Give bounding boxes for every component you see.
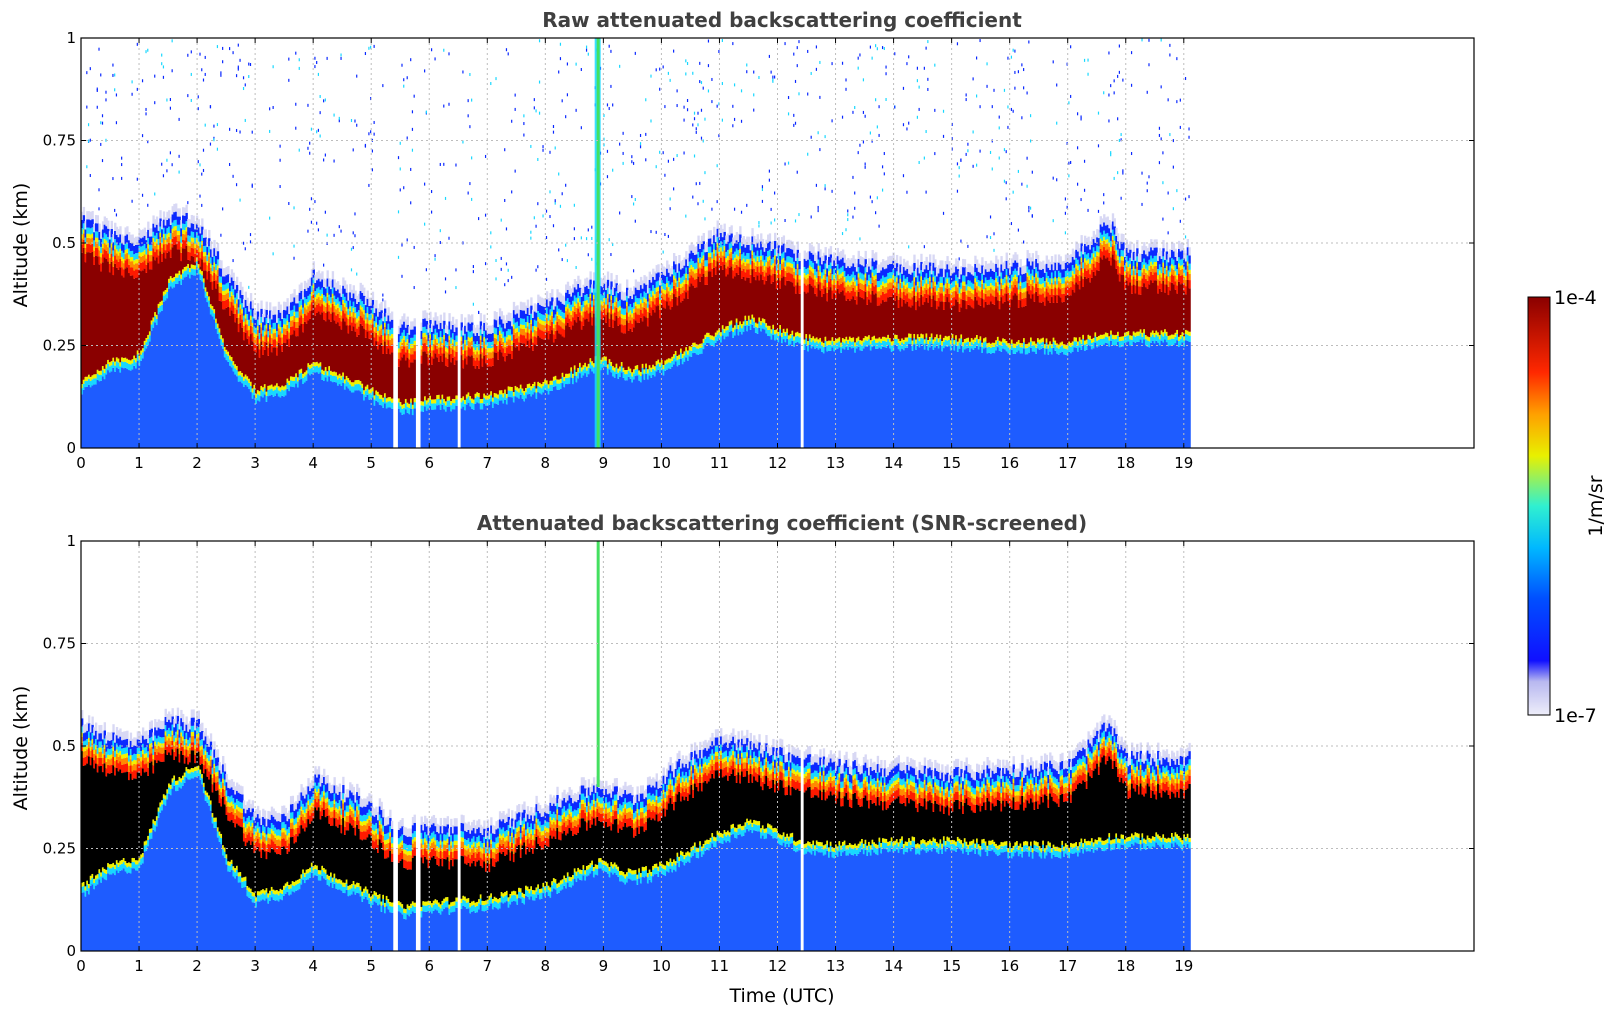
x-tick-label: 15 (942, 454, 961, 472)
colorbar-max-label: 1e-4 (1554, 287, 1597, 309)
y-axis-label: Altitude (km) (10, 686, 32, 811)
x-tick-label: 9 (599, 957, 609, 975)
panel-title: Raw attenuated backscattering coefficien… (542, 8, 1022, 32)
x-tick-label: 6 (424, 957, 434, 975)
x-tick-label: 7 (483, 454, 493, 472)
x-tick-label: 10 (652, 454, 671, 472)
x-tick-label: 13 (826, 454, 845, 472)
x-tick-label: 12 (768, 454, 787, 472)
panel-raw: Raw attenuated backscattering coefficien… (10, 8, 1475, 472)
heatmap-area (81, 541, 1191, 951)
y-tick-label: 0.5 (52, 234, 76, 252)
x-axis-label: Time (UTC) (728, 985, 834, 1007)
x-tick-label: 18 (1116, 957, 1135, 975)
panel-title: Attenuated backscattering coefficient (S… (477, 511, 1087, 535)
x-tick-label: 4 (308, 957, 318, 975)
x-tick-label: 14 (884, 957, 903, 975)
y-tick-label: 0.75 (43, 635, 76, 653)
x-tick-label: 11 (710, 454, 729, 472)
x-tick-label: 19 (1174, 957, 1193, 975)
x-tick-label: 13 (826, 957, 845, 975)
x-tick-label: 16 (1000, 454, 1019, 472)
y-tick-label: 0.5 (52, 737, 76, 755)
x-tick-label: 6 (424, 454, 434, 472)
y-tick-label: 0.25 (43, 337, 76, 355)
x-tick-label: 4 (308, 454, 318, 472)
x-tick-label: 1 (134, 957, 144, 975)
x-tick-label: 9 (599, 454, 609, 472)
colorbar-units-label: 1/m/sr (1585, 475, 1607, 536)
x-ticks: 0 1 2 3 4 5 6 7 8 9 10 11 12 13 14 15 16 17 18 19 (76, 541, 1193, 975)
x-tick-label: 10 (652, 957, 671, 975)
x-tick-label: 17 (1058, 454, 1077, 472)
y-tick-label: 1 (66, 29, 76, 47)
x-tick-label: 14 (884, 454, 903, 472)
x-tick-label: 2 (192, 454, 202, 472)
x-tick-label: 17 (1058, 957, 1077, 975)
x-tick-label: 5 (366, 454, 376, 472)
y-tick-label: 0.75 (43, 132, 76, 150)
gridlines (81, 38, 1474, 448)
colorbar-min-label: 1e-7 (1554, 705, 1597, 727)
x-tick-label: 12 (768, 957, 787, 975)
x-tick-label: 11 (710, 957, 729, 975)
x-tick-label: 2 (192, 957, 202, 975)
x-ticks: 0 1 2 3 4 5 6 7 8 9 10 11 12 13 14 15 16 17 18 19 (76, 38, 1193, 472)
x-tick-label: 8 (541, 957, 551, 975)
x-tick-label: 3 (250, 957, 260, 975)
x-tick-label: 18 (1116, 454, 1135, 472)
colorbar-gradient (1527, 296, 1551, 716)
x-tick-label: 16 (1000, 957, 1019, 975)
x-tick-label: 0 (76, 957, 86, 975)
y-ticks: 0 0.25 0.5 0.75 1 (43, 29, 1474, 457)
x-tick-label: 7 (483, 957, 493, 975)
x-tick-label: 19 (1174, 454, 1193, 472)
x-tick-label: 0 (76, 454, 86, 472)
y-tick-label: 0.25 (43, 840, 76, 858)
y-ticks: 0 0.25 0.5 0.75 1 (43, 532, 1474, 960)
colorbar: 1e-4 1e-7 1/m/sr (1527, 287, 1607, 727)
y-tick-label: 0 (66, 942, 76, 960)
y-tick-label: 0 (66, 439, 76, 457)
x-tick-label: 1 (134, 454, 144, 472)
x-tick-label: 3 (250, 454, 260, 472)
x-tick-label: 5 (366, 957, 376, 975)
y-axis-label: Altitude (km) (10, 183, 32, 308)
y-tick-label: 1 (66, 532, 76, 550)
x-tick-label: 8 (541, 454, 551, 472)
gridlines (81, 541, 1474, 951)
x-tick-label: 15 (942, 957, 961, 975)
panel-snr-screened: Attenuated backscattering coefficient (S… (10, 511, 1475, 975)
